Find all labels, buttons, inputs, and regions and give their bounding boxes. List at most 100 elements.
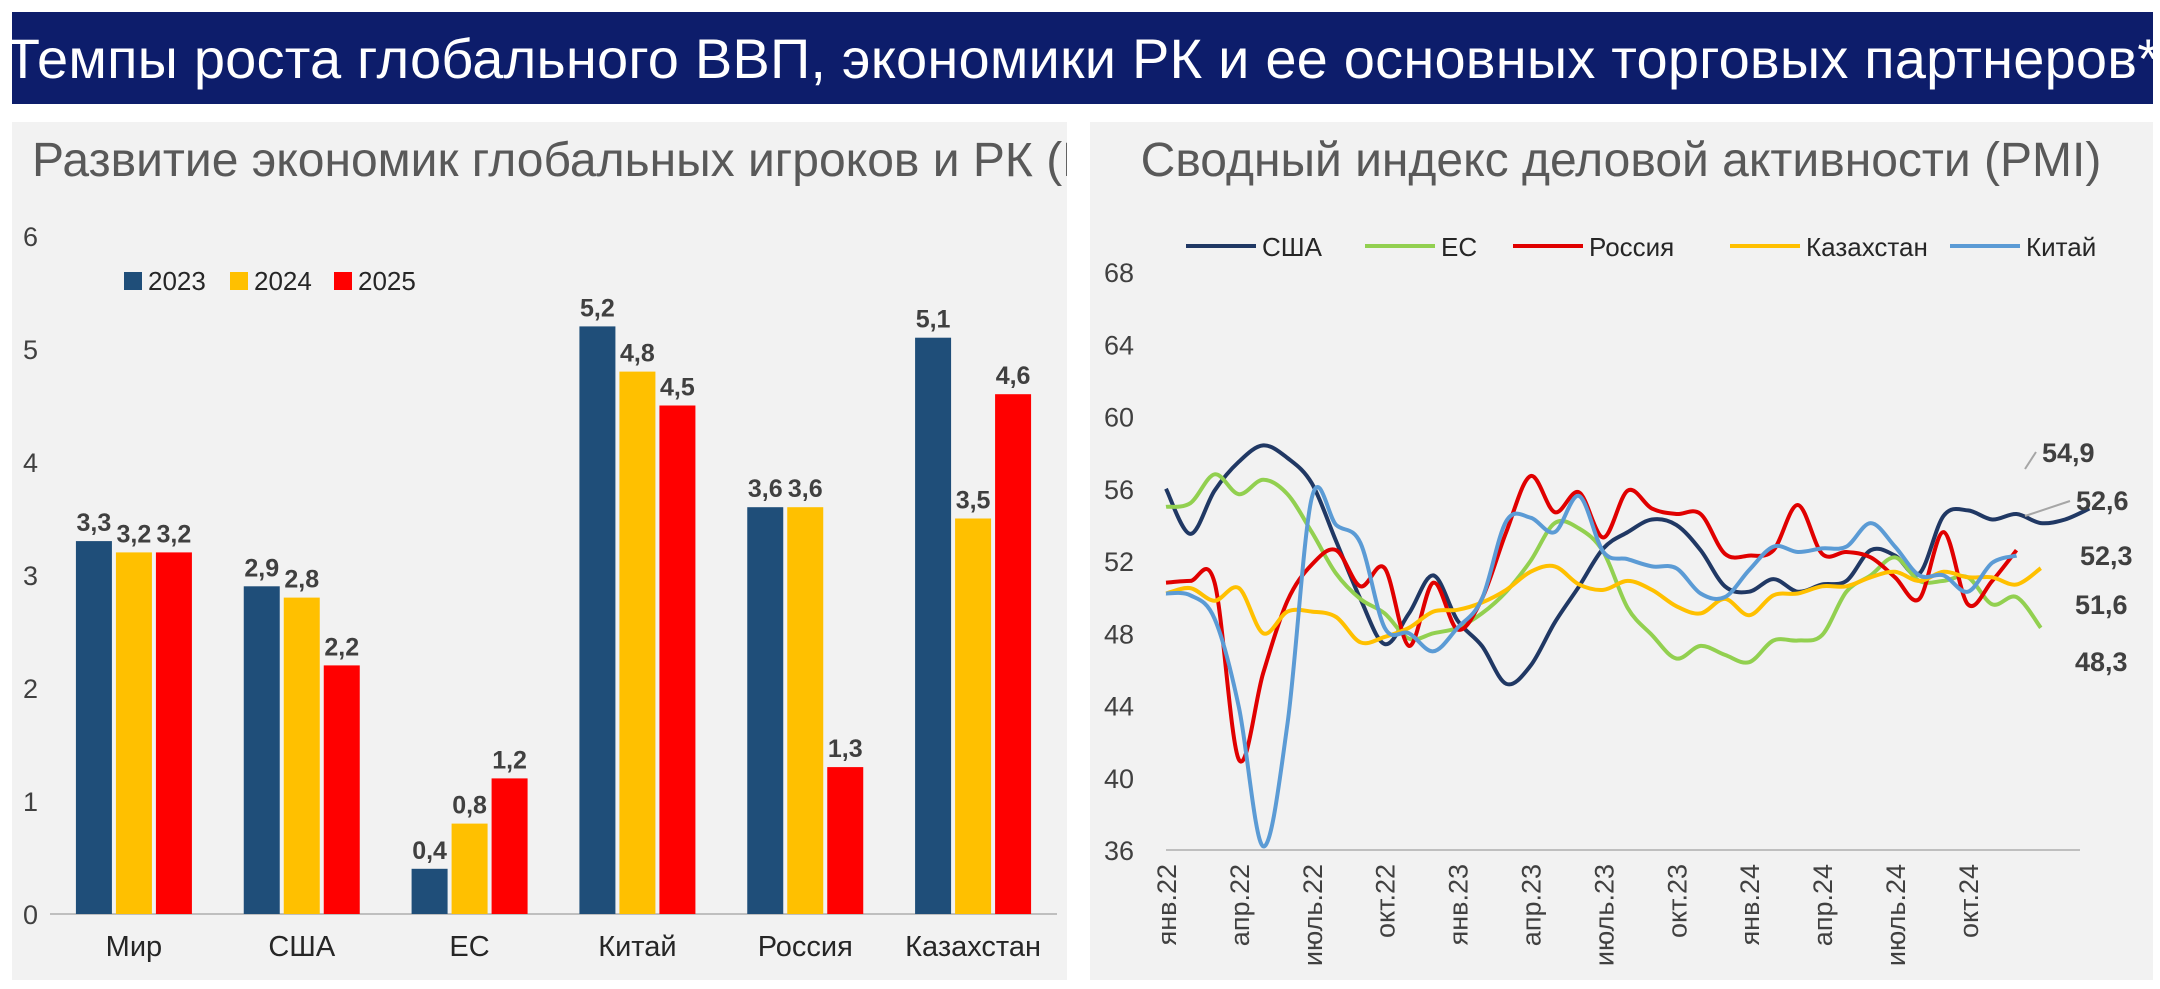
x-tick-label: окт.24	[1954, 864, 1984, 938]
bar-value-label: 3,2	[157, 520, 192, 548]
legend-label: Китай	[2026, 232, 2096, 262]
y-tick-label: 5	[23, 335, 38, 365]
bar-2023	[579, 326, 616, 914]
category-label: ЕС	[449, 931, 489, 963]
bar-value-label: 3,6	[788, 475, 823, 503]
bar-value-label: 1,3	[828, 735, 863, 763]
category-label: Казахстан	[905, 931, 1041, 963]
x-tick-label: янв.23	[1444, 864, 1474, 945]
series-line-2	[1165, 474, 2019, 764]
bar-2023	[915, 337, 952, 914]
category-label: Россия	[758, 931, 853, 963]
y-tick-label: 44	[1104, 692, 1134, 722]
end-value-label: 48,3	[2075, 647, 2128, 677]
x-tick-label: апр.23	[1517, 864, 1547, 946]
pmi-line-chart: Сводный индекс деловой активности (PMI) …	[1104, 134, 2133, 966]
y-tick-label: 4	[23, 448, 38, 478]
y-tick-label: 64	[1104, 330, 1134, 360]
legend-label: 2023	[148, 266, 206, 296]
series-line-3	[1165, 563, 2042, 646]
series-line-4	[1165, 485, 2018, 849]
y-tick-label: 52	[1104, 547, 1134, 577]
bar-value-label: 3,2	[117, 520, 152, 548]
bar-2024	[955, 518, 992, 914]
bar-value-label: 4,6	[996, 362, 1031, 390]
bar-value-label: 5,1	[916, 306, 951, 334]
bar-2023	[411, 868, 448, 914]
y-tick-label: 56	[1104, 475, 1134, 505]
series-line-0	[1164, 443, 2091, 687]
x-tick-label: янв.24	[1735, 864, 1765, 945]
y-tick-label: 6	[23, 222, 38, 252]
gdp-chart-panel: Развитие экономик глобальных игроков и Р…	[12, 122, 1067, 980]
bar-value-label: 2,2	[324, 633, 359, 661]
x-tick-label: окт.23	[1662, 864, 1692, 938]
bar-2024	[619, 371, 656, 915]
x-tick-label: июль.22	[1298, 864, 1328, 966]
bar-value-label: 0,4	[412, 837, 447, 865]
bar-2025	[155, 552, 192, 914]
bar-2025	[323, 665, 360, 914]
legend-label: США	[1262, 232, 1323, 262]
legend-label: 2025	[358, 266, 416, 296]
pmi-chart-panel: Сводный индекс деловой активности (PMI) …	[1090, 122, 2153, 980]
bar-value-label: 5,2	[580, 294, 615, 322]
y-tick-label: 2	[23, 674, 38, 704]
legend-label: Казахстан	[1806, 232, 1928, 262]
bar-value-label: 2,9	[244, 554, 279, 582]
bar-2025	[995, 394, 1032, 914]
x-tick-label: июль.24	[1881, 864, 1911, 966]
x-tick-label: апр.22	[1225, 864, 1255, 946]
category-label: Мир	[106, 931, 163, 963]
x-tick-label: апр.24	[1808, 864, 1838, 946]
y-tick-label: 68	[1104, 258, 1134, 288]
y-tick-label: 60	[1104, 403, 1134, 433]
x-tick-label: окт.22	[1371, 864, 1401, 938]
bar-2023	[75, 541, 112, 914]
bar-2025	[491, 778, 528, 914]
x-tick-label: июль.23	[1589, 864, 1619, 966]
legend-label: 2024	[254, 266, 312, 296]
bar-value-label: 3,6	[748, 475, 783, 503]
bar-2023	[747, 507, 784, 914]
legend-swatch-2024	[230, 272, 248, 290]
page-title-banner: Темпы роста глобального ВВП, экономики Р…	[12, 12, 2153, 104]
end-value-label: 52,6	[2076, 486, 2129, 516]
bar-2024	[283, 597, 320, 914]
page-title: Темпы роста глобального ВВП, экономики Р…	[12, 26, 2153, 90]
bar-value-label: 1,2	[492, 746, 527, 774]
bar-value-label: 3,5	[956, 487, 991, 515]
bar-2024	[115, 552, 152, 914]
leader-line-usa	[2024, 451, 2037, 470]
gdp-chart-title: Развитие экономик глобальных игроков и Р…	[32, 134, 1067, 187]
y-tick-label: 48	[1104, 619, 1134, 649]
bar-2025	[659, 405, 696, 914]
bar-2025	[827, 767, 864, 914]
legend-swatch-2025	[334, 272, 352, 290]
bar-value-label: 3,3	[77, 509, 112, 537]
y-tick-label: 40	[1104, 764, 1134, 794]
bar-value-label: 4,8	[620, 340, 655, 368]
legend-label: Россия	[1589, 232, 1674, 262]
bar-value-label: 2,8	[284, 566, 319, 594]
category-label: США	[268, 931, 336, 963]
leader-line-russia	[2024, 500, 2071, 517]
y-tick-label: 36	[1104, 836, 1134, 866]
gdp-bar-chart: Развитие экономик глобальных игроков и Р…	[23, 134, 1067, 963]
bar-2024	[787, 507, 824, 914]
bar-2024	[451, 823, 488, 914]
y-tick-label: 0	[23, 900, 38, 930]
end-value-label: 54,9	[2042, 438, 2095, 468]
end-value-label: 52,3	[2080, 541, 2133, 571]
legend-swatch-2023	[124, 272, 142, 290]
x-tick-label: янв.22	[1152, 864, 1182, 945]
bar-value-label: 4,5	[660, 374, 695, 402]
bar-value-label: 0,8	[452, 792, 487, 820]
y-tick-label: 3	[23, 561, 38, 591]
y-tick-label: 1	[23, 787, 38, 817]
end-value-label: 51,6	[2075, 590, 2128, 620]
legend-label: ЕС	[1441, 232, 1477, 262]
pmi-chart-title: Сводный индекс деловой активности (PMI)	[1141, 134, 2102, 187]
category-label: Китай	[598, 931, 676, 963]
bar-2023	[243, 586, 280, 914]
